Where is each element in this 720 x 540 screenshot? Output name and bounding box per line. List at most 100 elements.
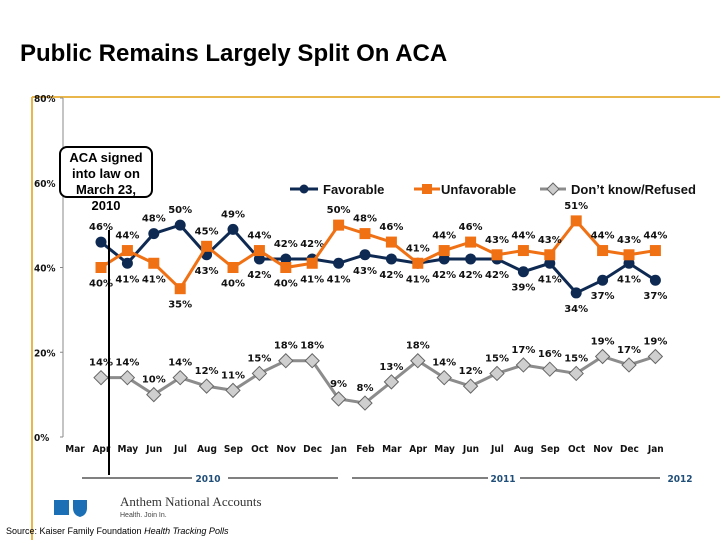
data-label: 50%	[327, 205, 351, 216]
favorable-point	[95, 236, 107, 248]
data-label: 42%	[459, 270, 483, 281]
bcbs-logo-icon	[54, 500, 87, 517]
favorable-point	[253, 253, 265, 265]
legend-circle-icon	[299, 184, 309, 194]
data-label: 42%	[247, 270, 271, 281]
data-label: 43%	[353, 266, 377, 277]
unfavorable-point	[465, 236, 477, 248]
data-label: 18%	[406, 341, 430, 352]
y-tick-label: 80%	[34, 94, 56, 105]
data-label: 43%	[617, 235, 641, 246]
source-note: Source: Kaiser Family Foundation Health …	[6, 526, 228, 537]
x-tick-label: Dec	[303, 444, 322, 455]
unfavorable-point	[359, 228, 371, 240]
data-label: 11%	[221, 370, 245, 381]
unfavorable-point	[385, 236, 397, 248]
data-label: 44%	[643, 231, 667, 242]
data-label: 42%	[485, 270, 509, 281]
data-label: 37%	[591, 291, 615, 302]
x-tick-label: Jun	[145, 444, 162, 455]
data-label: 43%	[485, 235, 509, 246]
favorable-point	[465, 253, 477, 265]
data-label: 44%	[115, 231, 139, 242]
annotation-line: ACA signed	[69, 150, 143, 165]
y-tick-label: 60%	[34, 179, 56, 190]
dont-know-point	[119, 369, 136, 386]
data-label: 46%	[459, 222, 483, 233]
data-label: 17%	[511, 345, 535, 356]
data-label: 12%	[195, 366, 219, 377]
data-label: 41%	[327, 274, 351, 285]
unfavorable-point	[227, 262, 239, 273]
data-label: 8%	[357, 383, 374, 394]
dont-know-point	[251, 365, 268, 382]
legend-unfavorable: Unfavorable	[441, 182, 516, 197]
unfavorable-point	[333, 219, 345, 231]
x-tick-label: Nov	[276, 444, 296, 455]
favorable-point	[359, 249, 371, 261]
data-label: 41%	[300, 274, 324, 285]
data-label: 19%	[643, 336, 667, 347]
x-tick-label: Mar	[65, 444, 85, 455]
series-line-0	[100, 223, 657, 295]
aca-signed-annotation: ACA signed into law on March 23, 2010	[59, 146, 153, 213]
x-tick-label: Aug	[197, 444, 217, 455]
data-label: 18%	[300, 341, 324, 352]
unfavorable-point	[517, 245, 529, 257]
data-label: 46%	[379, 222, 403, 233]
unfavorable-point	[280, 262, 292, 273]
data-label: 15%	[564, 353, 588, 364]
year-label-2012: 2012	[667, 474, 692, 485]
data-label: 43%	[195, 266, 219, 277]
data-label: 15%	[485, 353, 509, 364]
y-tick-label: 0%	[34, 433, 49, 444]
source-title: Health Tracking Polls	[144, 526, 229, 536]
series-line-1	[100, 218, 656, 292]
legend-square-icon	[422, 184, 432, 194]
unfavorable-point	[306, 257, 318, 269]
data-label: 42%	[274, 239, 298, 250]
data-label: 50%	[168, 205, 192, 216]
data-label: 43%	[538, 235, 562, 246]
dont-know-point	[146, 386, 162, 403]
unfavorable-point	[544, 249, 556, 261]
data-label: 41%	[406, 274, 430, 285]
unfavorable-point	[253, 245, 265, 257]
data-label: 10%	[142, 375, 166, 386]
unfavorable-point	[649, 245, 661, 257]
dont-know-point	[410, 353, 426, 369]
data-label: 34%	[564, 304, 588, 315]
data-label: 35%	[168, 300, 192, 311]
data-label: 9%	[330, 379, 347, 390]
dont-know-point	[278, 353, 294, 369]
x-tick-label: May	[118, 444, 139, 455]
favorable-point	[148, 228, 160, 240]
year-axis: 2010 2011 2012	[82, 474, 693, 485]
x-tick-label: Jul	[490, 444, 504, 455]
dont-know-point	[93, 369, 109, 386]
x-tick-label: Sep	[224, 444, 244, 455]
logo-tagline: Health. Join In.	[120, 512, 167, 519]
data-label: 14%	[115, 358, 139, 369]
data-label: 41%	[617, 274, 641, 285]
favorable-point	[438, 253, 450, 265]
favorable-point	[280, 253, 292, 265]
data-label: 16%	[538, 349, 562, 360]
legend-diamond-icon	[546, 182, 560, 196]
x-tick-label: Jan	[330, 444, 347, 455]
page-title: Public Remains Largely Split On ACA	[20, 40, 448, 67]
data-label: 44%	[247, 231, 271, 242]
unfavorable-point	[201, 240, 213, 252]
dont-know-point	[647, 348, 664, 365]
x-tick-label: Jan	[647, 444, 664, 455]
data-label: 37%	[643, 291, 667, 302]
data-label: 51%	[564, 201, 588, 212]
year-label-2010: 2010	[195, 474, 220, 485]
x-tick-label: Jul	[173, 444, 187, 455]
source-text: Source: Kaiser Family Foundation	[6, 526, 145, 536]
dont-know-point	[462, 378, 479, 394]
unfavorable-point	[597, 245, 609, 257]
data-label: 41%	[115, 274, 139, 285]
favorable-point	[121, 257, 133, 269]
data-label: 46%	[89, 222, 113, 233]
